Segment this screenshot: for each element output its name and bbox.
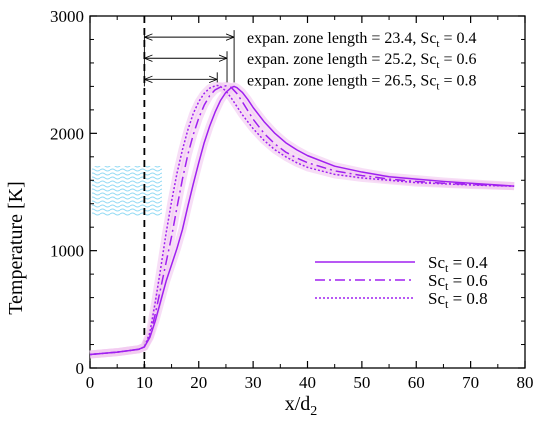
annotation-label-main: expan. zone length = 25.2, Sc: [247, 51, 436, 68]
series-line-3: [89, 84, 515, 356]
legend-label-sub: t: [445, 297, 449, 311]
legend-label-suffix: = 0.4: [448, 253, 488, 272]
annotation-label: expan. zone length = 25.2, Sct = 0.6: [247, 51, 477, 71]
background-watermark: [92, 166, 162, 216]
x-tick-label: 10: [136, 373, 153, 392]
legend-label-3: Sct = 0.8: [428, 289, 488, 311]
y-tick-label: 0: [76, 359, 85, 378]
x-tick-label: 30: [245, 373, 262, 392]
x-axis-label-sub: 2: [310, 404, 317, 419]
y-axis-label: Temperature [K]: [5, 181, 27, 315]
annotation-label-sub: t: [436, 59, 439, 71]
legend-label-main: Sc: [428, 271, 445, 290]
x-tick-label: 70: [462, 373, 479, 392]
annotation-label-suffix: = 0.4: [439, 30, 476, 47]
x-tick-label: 0: [86, 373, 95, 392]
x-axis-label: x/d2: [285, 393, 318, 419]
annotation-label-main: expan. zone length = 23.4, Sc: [247, 30, 436, 47]
annotation-layer: expan. zone length = 23.4, Sct = 0.4expa…: [143, 30, 477, 92]
legend-label-sub: t: [445, 261, 449, 275]
annotation-label-main: expan. zone length = 26.5, Sc: [247, 72, 436, 89]
legend-label-main: Sc: [428, 289, 445, 308]
annotation-label-sub: t: [436, 80, 439, 92]
series-line-1: [89, 85, 515, 356]
annotation-label-suffix: = 0.6: [439, 51, 476, 68]
legend-label-main: Sc: [428, 253, 445, 272]
y-tick-label: 1000: [50, 242, 84, 261]
x-axis-label-main: x/d: [285, 393, 311, 415]
annotation-label-suffix: = 0.8: [439, 72, 476, 89]
legend-label-suffix: = 0.6: [448, 271, 487, 290]
series-layer: [89, 84, 515, 356]
annotation-label: expan. zone length = 26.5, Sct = 0.8: [247, 72, 477, 92]
series-line-2: [89, 85, 515, 356]
x-tick-label: 20: [190, 373, 207, 392]
x-tick-label: 60: [408, 373, 425, 392]
legend-label-suffix: = 0.8: [448, 289, 487, 308]
legend-label-1: Sct = 0.4: [428, 253, 488, 275]
legend-label-sub: t: [445, 279, 449, 293]
x-tick-label: 80: [517, 373, 534, 392]
annotation-label: expan. zone length = 23.4, Sct = 0.4: [247, 30, 477, 50]
annotation-label-sub: t: [436, 38, 439, 50]
y-tick-label: 3000: [50, 7, 84, 26]
axis-layer: 0 10 20 30 40 50 60 70 80 0 1000 2000 3000: [50, 7, 534, 392]
x-tick-label: 40: [299, 373, 316, 392]
x-tick-label: 50: [353, 373, 370, 392]
legend-label-2: Sct = 0.6: [428, 271, 488, 293]
y-tick-label: 2000: [50, 124, 84, 143]
